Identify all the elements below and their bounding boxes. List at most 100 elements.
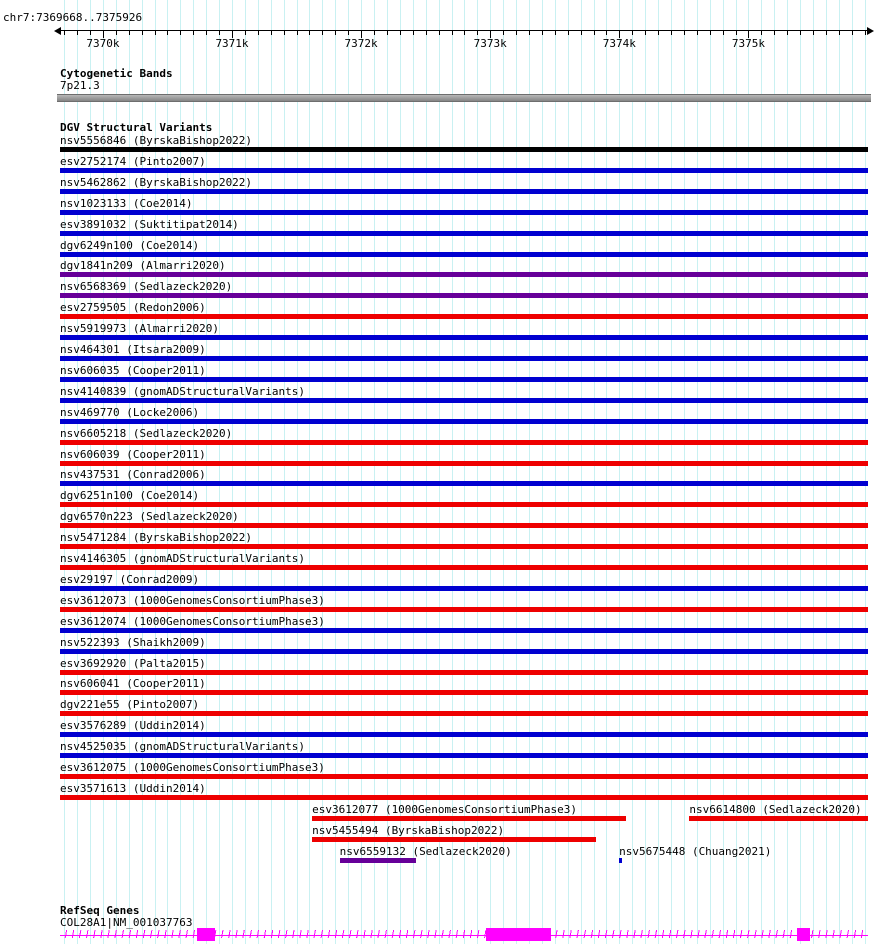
variant-bar[interactable]	[60, 188, 868, 194]
variant-bar[interactable]	[60, 376, 868, 382]
variant-label[interactable]: nsv464301 (Itsara2009)	[60, 343, 206, 356]
grid-line	[77, 0, 78, 944]
variant-bar[interactable]	[60, 502, 868, 508]
variant-bar[interactable]	[60, 314, 868, 320]
variant-bar[interactable]	[60, 753, 868, 759]
variant-label[interactable]: esv3612073 (1000GenomesConsortiumPhase3)	[60, 593, 325, 607]
ruler-minor-tick	[658, 31, 660, 35]
variant-label[interactable]: dgv221e55 (Pinto2007)	[60, 698, 200, 712]
variant-label[interactable]: nsv6614800 (Sedlazeck2020)	[689, 802, 862, 816]
variant-label[interactable]: esv3891032 (Suktitipat2014)	[60, 217, 239, 231]
ruler-minor-tick	[464, 31, 466, 35]
grid-line	[567, 0, 569, 944]
ruler-minor-tick	[632, 31, 634, 35]
variant-bar[interactable]	[60, 794, 868, 800]
variant-bar[interactable]	[60, 606, 868, 612]
variant-label[interactable]: nsv4140839 (gnomADStructuralVariants)	[60, 384, 306, 398]
variant-bar[interactable]	[60, 690, 868, 696]
variant-bar[interactable]	[60, 732, 868, 738]
variant-label[interactable]: nsv5556846 (ByrskaBishop2022)	[60, 134, 253, 147]
variant-bar[interactable]	[60, 585, 868, 591]
variant-label[interactable]: nsv4525035 (gnomADStructuralVariants)	[60, 740, 306, 754]
variant-bar[interactable]	[60, 544, 868, 550]
variant-bar[interactable]	[60, 251, 868, 257]
grid-line	[658, 0, 660, 944]
ruler-minor-tick	[335, 31, 337, 35]
variant-bar[interactable]	[60, 209, 868, 215]
ruler-minor-tick	[774, 31, 776, 35]
variant-label[interactable]: nsv522393 (Shaikh2009)	[60, 635, 206, 649]
variant-label[interactable]: nsv5675448 (Chuang2021)	[619, 844, 772, 858]
ruler-major-tick	[619, 31, 621, 38]
cytoband-bar[interactable]	[57, 94, 871, 102]
variant-label[interactable]: esv3692920 (Palta2015)	[60, 656, 206, 670]
variant-bar[interactable]	[60, 439, 868, 445]
grid-line	[361, 0, 363, 944]
variant-label[interactable]: esv3612074 (1000GenomesConsortiumPhase3)	[60, 614, 325, 628]
variant-label[interactable]: esv3612075 (1000GenomesConsortiumPhase3)	[60, 761, 325, 774]
gene-exon[interactable]	[796, 928, 810, 941]
grid-line	[322, 0, 324, 944]
variant-label[interactable]: dgv6249n100 (Coe2014)	[60, 238, 200, 252]
variant-label[interactable]: nsv5919973 (Almarri2020)	[60, 322, 219, 336]
variant-bar[interactable]	[60, 565, 868, 570]
variant-bar[interactable]	[60, 418, 868, 424]
variant-label[interactable]: nsv4146305 (gnomADStructuralVariants)	[60, 552, 306, 565]
variant-bar[interactable]	[60, 167, 868, 173]
variant-bar[interactable]	[60, 335, 868, 341]
variant-bar[interactable]	[60, 460, 868, 466]
ruler-minor-tick	[838, 31, 840, 35]
ruler-minor-tick	[438, 31, 440, 35]
variant-bar[interactable]	[312, 836, 597, 842]
variant-label[interactable]: dgv1841n209 (Almarri2020)	[60, 259, 226, 273]
variant-bar[interactable]	[60, 481, 868, 487]
variant-bar[interactable]	[60, 523, 868, 529]
variant-bar[interactable]	[60, 230, 868, 236]
variant-label[interactable]: nsv5462862 (ByrskaBishop2022)	[60, 175, 253, 189]
variant-bar[interactable]	[60, 272, 868, 278]
variant-bar[interactable]	[60, 648, 868, 654]
variant-label[interactable]: nsv469770 (Locke2006)	[60, 405, 200, 419]
variant-label[interactable]: nsv606039 (Cooper2011)	[60, 447, 206, 461]
variant-bar[interactable]	[60, 293, 868, 299]
variant-label[interactable]: esv2759505 (Redon2006)	[60, 301, 206, 315]
variant-bar[interactable]	[60, 627, 868, 633]
variant-label[interactable]: esv3576289 (Uddin2014)	[60, 719, 206, 733]
variant-label[interactable]: esv2752174 (Pinto2007)	[60, 154, 206, 168]
grid-line	[838, 0, 840, 944]
variant-label[interactable]: dgv6570n223 (Sedlazeck2020)	[60, 510, 239, 524]
variant-bar[interactable]	[689, 815, 868, 821]
variant-label[interactable]: esv29197 (Conrad2009)	[60, 572, 200, 586]
variant-label[interactable]: nsv6559132 (Sedlazeck2020)	[339, 844, 512, 858]
variant-label[interactable]: nsv606035 (Cooper2011)	[60, 363, 206, 377]
variant-label[interactable]: nsv6568369 (Sedlazeck2020)	[60, 280, 233, 294]
gene-exon[interactable]	[485, 928, 552, 941]
variant-label[interactable]: nsv6605218 (Sedlazeck2020)	[60, 426, 233, 440]
variant-label[interactable]: nsv1023133 (Coe2014)	[60, 196, 193, 210]
ruler-left-arrow-icon[interactable]	[54, 27, 61, 35]
variant-label[interactable]: nsv606041 (Cooper2011)	[60, 677, 206, 691]
variant-bar[interactable]	[60, 774, 868, 779]
variant-bar[interactable]	[619, 857, 623, 863]
grid-line	[813, 0, 814, 944]
variant-bar[interactable]	[60, 669, 868, 675]
variant-bar[interactable]	[60, 147, 868, 152]
variant-label[interactable]: dgv6251n100 (Coe2014)	[60, 489, 200, 503]
variant-bar[interactable]	[312, 815, 626, 821]
gene-exon[interactable]	[197, 928, 216, 941]
grid-line	[541, 0, 543, 944]
variant-label[interactable]: nsv437531 (Conrad2006)	[60, 468, 206, 482]
variant-label[interactable]: esv3571613 (Uddin2014)	[60, 781, 206, 795]
variant-bar[interactable]	[60, 356, 868, 361]
variant-label[interactable]: nsv5471284 (ByrskaBishop2022)	[60, 531, 253, 545]
ruler-minor-tick	[64, 31, 66, 35]
grid-line	[412, 0, 414, 944]
refseq-track-title: RefSeq Genes	[60, 904, 140, 917]
ruler-right-arrow-icon[interactable]	[867, 27, 874, 35]
variant-bar[interactable]	[60, 397, 868, 403]
variant-bar[interactable]	[60, 711, 868, 717]
variant-bar[interactable]	[339, 857, 416, 863]
variant-label[interactable]: nsv5455494 (ByrskaBishop2022)	[312, 823, 505, 837]
variant-label[interactable]: esv3612077 (1000GenomesConsortiumPhase3)	[312, 802, 577, 816]
grid-line	[528, 0, 530, 944]
